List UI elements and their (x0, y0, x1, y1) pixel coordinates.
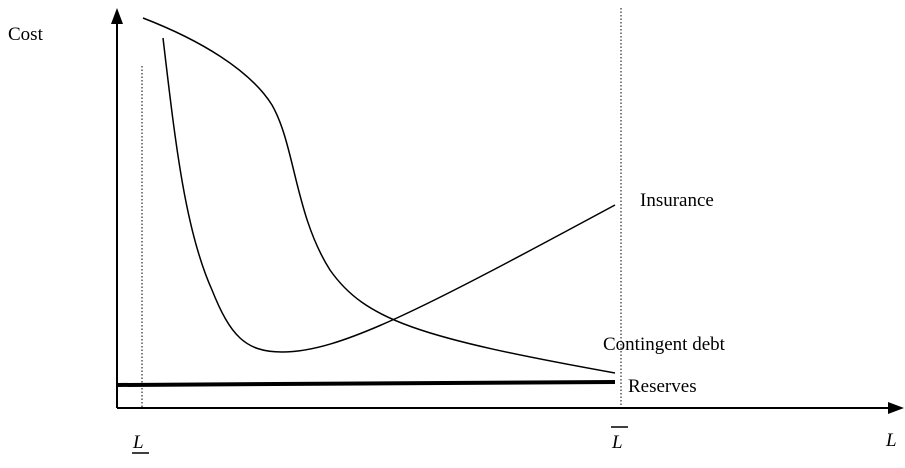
y-axis-label: Cost (8, 24, 44, 45)
insurance-curve (162, 37, 616, 353)
x-axis-arrow (888, 402, 904, 414)
contingent-debt-curve (142, 17, 616, 374)
insurance-label: Insurance (640, 190, 714, 211)
x-axis-label: L (885, 430, 897, 451)
reserves-curve (116, 380, 616, 387)
reserves-label: Reserves (628, 376, 697, 397)
contingent-debt-label: Contingent debt (603, 334, 726, 355)
lower-marker-label: L (132, 432, 144, 453)
y-axis-arrow (111, 8, 123, 24)
upper-marker-label: L (611, 432, 623, 453)
